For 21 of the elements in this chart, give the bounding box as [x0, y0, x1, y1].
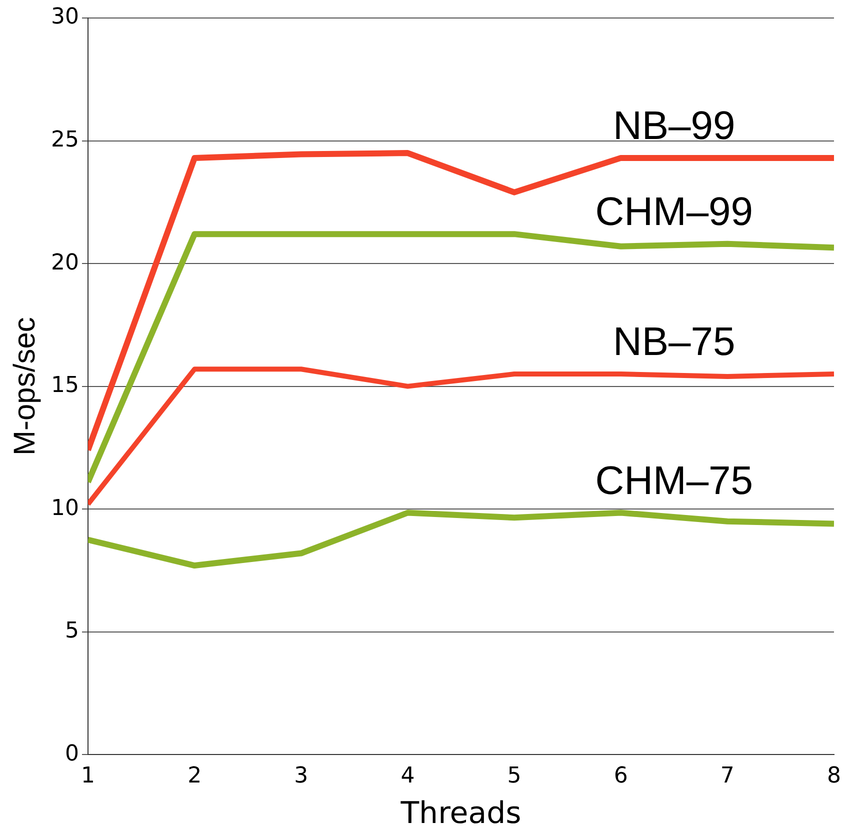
series-label: NB–99 — [612, 104, 736, 148]
y-tick-label: 5 — [64, 618, 79, 644]
series-label: NB–75 — [612, 320, 736, 364]
x-tick-label: 4 — [400, 764, 415, 789]
y-axis-title: M-ops/sec — [8, 317, 42, 456]
x-tick-label: 3 — [294, 764, 308, 789]
y-tick-label: 15 — [50, 373, 79, 398]
x-tick-label: 1 — [80, 764, 95, 789]
x-axis-title: Threads — [400, 796, 522, 831]
series-label: CHM–75 — [595, 458, 754, 503]
y-tick-label: 10 — [50, 496, 79, 521]
x-tick-label: 5 — [507, 764, 522, 789]
y-tick-label: 0 — [64, 741, 79, 766]
x-tick-label: 7 — [720, 764, 734, 789]
y-tick-label: 25 — [50, 127, 79, 152]
x-tick-label: 2 — [188, 764, 202, 789]
y-tick-label: 30 — [50, 4, 79, 30]
y-tick-label: 20 — [50, 250, 79, 276]
x-tick-label: 6 — [614, 764, 628, 789]
x-tick-label: 8 — [827, 764, 841, 789]
series-label: CHM–99 — [595, 190, 754, 234]
